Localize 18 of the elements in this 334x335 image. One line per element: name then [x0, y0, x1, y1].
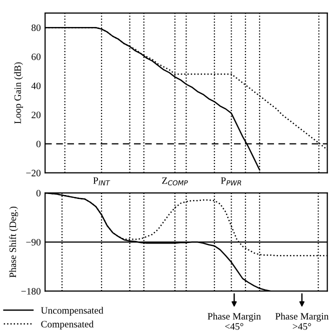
y-tick-label: −20	[26, 170, 41, 176]
y-tick-label: −90	[26, 238, 41, 246]
legend-label: Uncompensated	[40, 306, 104, 316]
y-tick-label: 80	[32, 24, 41, 32]
y-tick-label: 0	[36, 190, 41, 196]
x-tick-label: P$_{INT}$	[93, 177, 110, 186]
legend-label: Compensated	[41, 320, 94, 330]
x-tick-label: P$_{PWR}$	[220, 177, 242, 186]
y-tick-label: 20	[32, 112, 41, 118]
y-axis-title: Phase Shift (Deg.)	[9, 206, 18, 278]
text: Phase Margin >45°	[275, 312, 329, 330]
y-axis-title: Loop Gain (dB)	[14, 62, 23, 124]
x-tick-label: Z$_{COMP}$	[162, 177, 188, 186]
text: Phase Margin <45°	[208, 312, 261, 330]
y-tick-label: −180	[21, 288, 41, 295]
y-tick-label: 40	[31, 82, 41, 90]
y-tick-label: 60	[32, 54, 41, 60]
y-tick-label: 0	[36, 140, 41, 148]
